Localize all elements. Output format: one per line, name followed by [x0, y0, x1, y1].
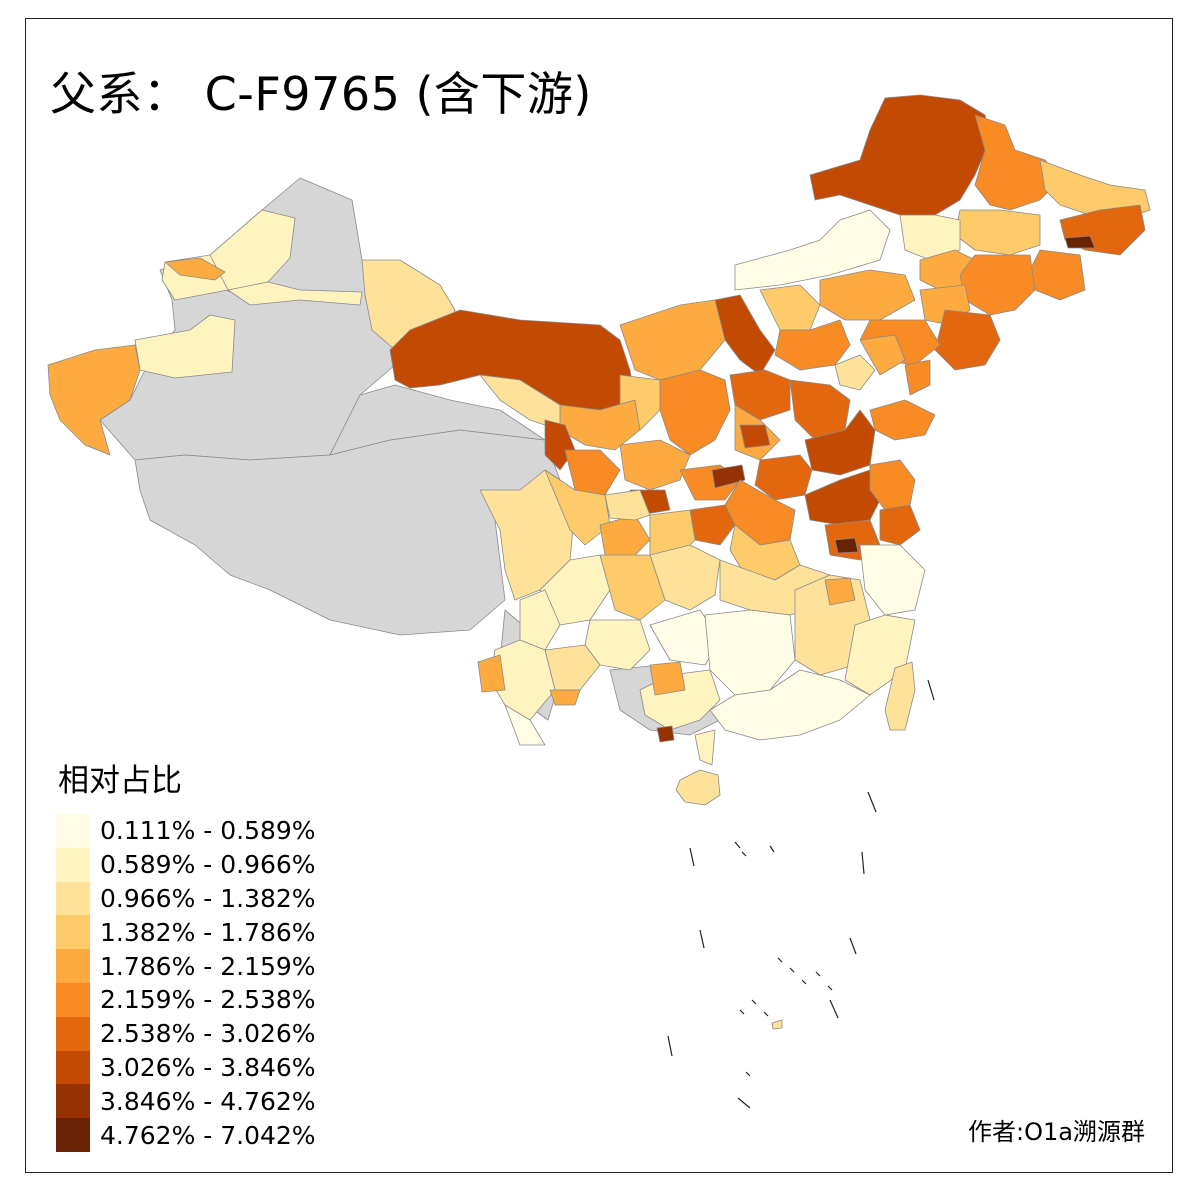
region-hainan: [675, 769, 721, 806]
legend-item: 4.762% - 7.042%: [56, 1118, 316, 1152]
legend-swatch: [56, 847, 90, 882]
region-jiangsu-south: [879, 504, 921, 546]
region-yunnan-southwest: [504, 704, 546, 746]
region-shandong-east: [869, 399, 936, 441]
legend-label: 1.786% - 2.159%: [100, 951, 316, 981]
region-xilingol: [734, 209, 891, 291]
map-title: 父系： C-F9765 (含下游): [50, 67, 592, 121]
legend-label: 0.589% - 0.966%: [100, 850, 316, 880]
region-dalian: [904, 359, 931, 396]
region-wenshan: [549, 689, 581, 706]
region-heihe: [974, 114, 1061, 211]
region-yili-spot: [164, 257, 226, 281]
region-qiqihar: [899, 214, 961, 261]
region-yunnan-north: [519, 589, 561, 651]
region-guangdong: [709, 669, 871, 741]
legend-item: 3.026% - 3.846%: [56, 1050, 316, 1085]
legend-title: 相对占比: [58, 763, 182, 799]
region-changji: [227, 281, 363, 306]
legend-swatch: [56, 1084, 90, 1119]
region-mudanjiang: [1029, 249, 1086, 301]
legend-label: 1.382% - 1.786%: [100, 917, 316, 947]
region-anhui-north: [804, 469, 886, 526]
region-leizhou: [694, 729, 716, 766]
legend-item: 0.966% - 1.382%: [56, 881, 316, 916]
region-zhejiang: [859, 544, 926, 616]
legend-swatch: [56, 814, 90, 848]
region-liaoning-east: [934, 309, 1001, 371]
region-shaanxi-north: [659, 369, 731, 456]
legend-item: 0.589% - 0.966%: [56, 847, 316, 882]
region-shandong-west: [804, 409, 876, 476]
region-yibin: [599, 554, 666, 621]
region-mianyang: [604, 489, 651, 521]
region-jilin: [959, 254, 1036, 316]
region-beijing: [834, 354, 876, 391]
region-hohhot: [759, 284, 821, 331]
south-china-sea-islands: [667, 679, 935, 1109]
legend-label: 4.762% - 7.042%: [100, 1120, 316, 1150]
legend-item: 2.538% - 3.026%: [56, 1016, 316, 1051]
region-kashgar: [47, 344, 141, 456]
region-tangshan: [859, 334, 906, 376]
legend-item: 0.111% - 0.589%: [56, 814, 316, 848]
legend-swatch: [56, 982, 90, 1017]
legend-label: 3.846% - 4.762%: [100, 1086, 316, 1116]
region-beibuwan-dark: [656, 725, 675, 743]
legend-item: 1.786% - 2.159%: [56, 949, 316, 983]
region-shaanxi-central: [619, 439, 691, 491]
region-nanhai-island: [771, 1019, 783, 1030]
region-anqing-dark: [834, 537, 859, 554]
region-dehong: [477, 654, 506, 693]
region-hunan: [704, 609, 796, 696]
region-chifeng: [819, 269, 916, 321]
author-credit: 作者:O1a溯源群: [968, 1118, 1145, 1146]
legend-label: 0.111% - 0.589%: [100, 816, 316, 846]
region-zhangjiakou: [774, 319, 851, 371]
region-taiwan: [884, 661, 916, 731]
legend-label: 3.026% - 3.846%: [100, 1052, 316, 1082]
region-shanxi-dark: [739, 424, 771, 449]
map-frame: [25, 18, 1173, 1173]
legend-label: 2.538% - 3.026%: [100, 1019, 316, 1049]
region-harbin: [954, 209, 1041, 256]
legend: 相对占比 0.111% - 0.589% 0.589% - 0.966% 0.966…: [56, 755, 316, 1152]
legend-label: 2.159% - 2.538%: [100, 985, 316, 1015]
region-sanmenxia-dark: [711, 464, 746, 489]
region-tibet: [134, 429, 561, 636]
legend-label: 0.966% - 1.382%: [100, 883, 316, 913]
legend-item: 2.159% - 2.538%: [56, 982, 316, 1017]
legend-swatch: [56, 1016, 90, 1051]
legend-swatch: [56, 915, 90, 950]
legend-swatch: [56, 949, 90, 983]
legend-items: 0.111% - 0.589% 0.589% - 0.966% 0.966% - 1…: [56, 814, 316, 1152]
region-baotou: [619, 299, 726, 381]
legend-item: 1.382% - 1.786%: [56, 915, 316, 950]
region-gansu-south: [564, 449, 621, 496]
region-aksu: [134, 314, 236, 379]
region-hulunbuir: [809, 94, 991, 216]
region-shiyan: [689, 504, 736, 546]
legend-swatch: [56, 881, 90, 916]
region-jiangxi-spot: [824, 577, 856, 606]
region-ordos-dark: [714, 294, 776, 376]
map-regions: [47, 94, 1151, 1030]
region-guangxi-orange: [649, 661, 686, 696]
legend-item: 3.846% - 4.762%: [56, 1084, 316, 1119]
legend-swatch: [56, 1050, 90, 1085]
legend-swatch: [56, 1118, 90, 1152]
region-jixi-dark: [1064, 235, 1096, 249]
